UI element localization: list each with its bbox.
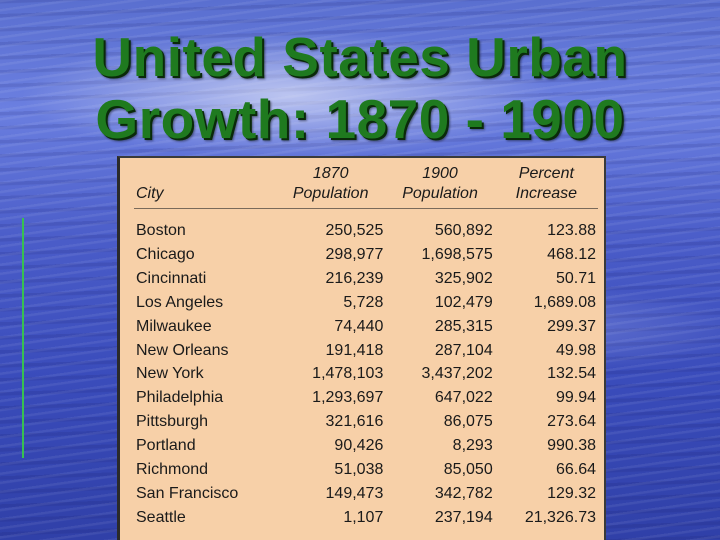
table-row: Cincinnati 216,239 325,902 50.71	[134, 267, 598, 291]
cell-percent: 132.54	[547, 365, 596, 383]
cell-city: New York	[136, 365, 204, 383]
cell-1870: 149,473	[325, 484, 384, 502]
cell-city: Richmond	[136, 461, 209, 479]
header-1870-population: 1870 Population	[276, 164, 386, 209]
cell-1900: 85,050	[443, 461, 493, 479]
cell-city: Los Angeles	[136, 293, 224, 311]
cell-1870: 90,426	[334, 437, 384, 455]
table-row: Chicago 298,977 1,698,575 468.12	[134, 243, 598, 267]
cell-1900: 1,698,575	[421, 245, 493, 263]
cell-1870: 250,525	[325, 222, 384, 239]
cell-percent: 49.98	[555, 341, 596, 359]
cell-city: Milwaukee	[136, 317, 212, 335]
cell-1900: 285,315	[434, 317, 493, 335]
table-header-row: City 1870 Population 1900 Population Per…	[134, 164, 598, 209]
cell-percent: 129.32	[547, 484, 596, 502]
cell-1900: 342,782	[434, 484, 493, 502]
cell-1900: 86,075	[443, 413, 493, 431]
table-row: Boston 250,525 560,892 123.88	[134, 209, 598, 243]
cell-1870: 191,418	[325, 341, 384, 359]
cell-percent: 99.94	[555, 389, 596, 407]
cell-percent: 468.12	[547, 245, 596, 263]
cell-percent: 123.88	[547, 222, 596, 239]
table-row: Pittsburgh 321,616 86,075 273.64	[134, 410, 598, 434]
cell-1870: 216,239	[325, 269, 384, 287]
cell-1870: 298,977	[325, 245, 384, 263]
cell-1870: 5,728	[343, 293, 384, 311]
header-city: City	[134, 164, 276, 209]
cell-city: Pittsburgh	[136, 413, 209, 431]
cell-city: Portland	[136, 437, 196, 455]
header-1900-population: 1900 Population	[385, 164, 495, 209]
cell-city: Boston	[136, 222, 186, 239]
cell-percent: 66.64	[555, 461, 596, 479]
cell-percent: 1,689.08	[533, 293, 596, 311]
population-table-panel: City 1870 Population 1900 Population Per…	[117, 156, 606, 540]
decorative-line	[22, 218, 24, 458]
cell-1870: 51,038	[334, 461, 384, 479]
cell-city: Chicago	[136, 245, 195, 263]
table-row: San Francisco 149,473 342,782 129.32	[134, 482, 598, 506]
cell-percent: 273.64	[547, 413, 596, 431]
header-percent-increase: Percent Increase	[494, 164, 598, 209]
cell-city: Seattle	[136, 508, 186, 526]
table-row: Philadelphia 1,293,697 647,022 99.94	[134, 386, 598, 410]
cell-1900: 102,479	[434, 293, 493, 311]
cell-percent: 50.71	[555, 269, 596, 287]
cell-1900: 325,902	[434, 269, 493, 287]
cell-1900: 8,293	[452, 437, 493, 455]
cell-1900: 237,194	[434, 508, 493, 526]
cell-1900: 560,892	[434, 222, 493, 239]
slide-title: United States Urban Growth: 1870 - 1900	[0, 26, 720, 150]
cell-city: New Orleans	[136, 341, 229, 359]
cell-1870: 321,616	[325, 413, 384, 431]
table-row: Seattle 1,107 237,194 21,326.73	[134, 506, 598, 530]
table-row: Richmond 51,038 85,050 66.64	[134, 458, 598, 482]
cell-city: San Francisco	[136, 484, 239, 502]
slide-title-line-2: Growth: 1870 - 1900	[95, 88, 625, 150]
cell-1900: 287,104	[434, 341, 493, 359]
slide-title-line-1: United States Urban	[92, 26, 628, 88]
table-row: Portland 90,426 8,293 990.38	[134, 434, 598, 458]
table-row: Los Angeles 5,728 102,479 1,689.08	[134, 291, 598, 315]
cell-percent: 21,326.73	[524, 508, 596, 526]
table-row: New Orleans 191,418 287,104 49.98	[134, 339, 598, 363]
cell-1870: 74,440	[334, 317, 384, 335]
cell-1870: 1,478,103	[312, 365, 384, 383]
cell-percent: 990.38	[547, 437, 596, 455]
table-row: New York 1,478,103 3,437,202 132.54	[134, 362, 598, 386]
cell-percent: 299.37	[547, 317, 596, 335]
cell-1900: 647,022	[434, 389, 493, 407]
cell-1900: 3,437,202	[421, 365, 493, 383]
table-row: Milwaukee 74,440 285,315 299.37	[134, 315, 598, 339]
cell-city: Cincinnati	[136, 269, 207, 287]
cell-1870: 1,107	[343, 508, 384, 526]
cell-1870: 1,293,697	[312, 389, 384, 407]
population-table: City 1870 Population 1900 Population Per…	[134, 164, 598, 530]
cell-city: Philadelphia	[136, 389, 224, 407]
